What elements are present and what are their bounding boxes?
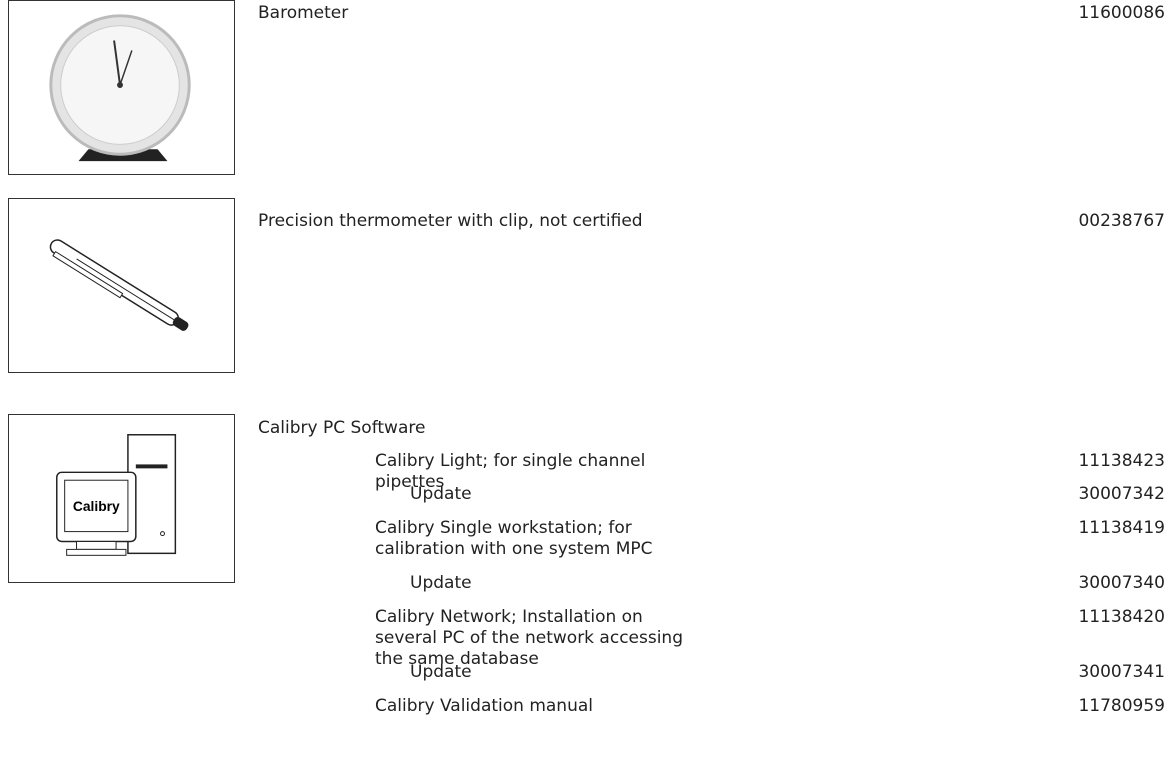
sub-item-name: Calibry Validation manual [375,696,593,716]
order-number: 30007342 [1078,484,1165,504]
order-number: 11780959 [1078,696,1165,716]
sub-item-name: Calibry Light; for single channel pipett… [375,451,646,492]
thermometer-image [8,198,235,373]
image-label: Calibry [73,498,120,514]
sub-item-name: Update [410,573,472,593]
sub-item-name: Update [410,662,472,682]
item-name: Calibry PC Software [258,418,426,438]
software-image: Calibry [8,414,235,583]
barometer-image [8,0,235,175]
order-number: 30007341 [1078,662,1165,682]
order-number: 30007340 [1078,573,1165,593]
item-name: Precision thermometer with clip, not cer… [258,211,643,231]
order-number: 11138423 [1078,451,1165,471]
order-number: 11138420 [1078,607,1165,627]
order-number: 11600086 [1078,3,1165,23]
order-number: 11138419 [1078,518,1165,538]
sub-item-name: Calibry Single workstation; for calibrat… [375,518,653,559]
sub-item-name: Update [410,484,472,504]
sub-item-name: Calibry Network; Installation on several… [375,607,684,669]
item-name: Barometer [258,3,349,23]
order-number: 00238767 [1078,211,1165,231]
